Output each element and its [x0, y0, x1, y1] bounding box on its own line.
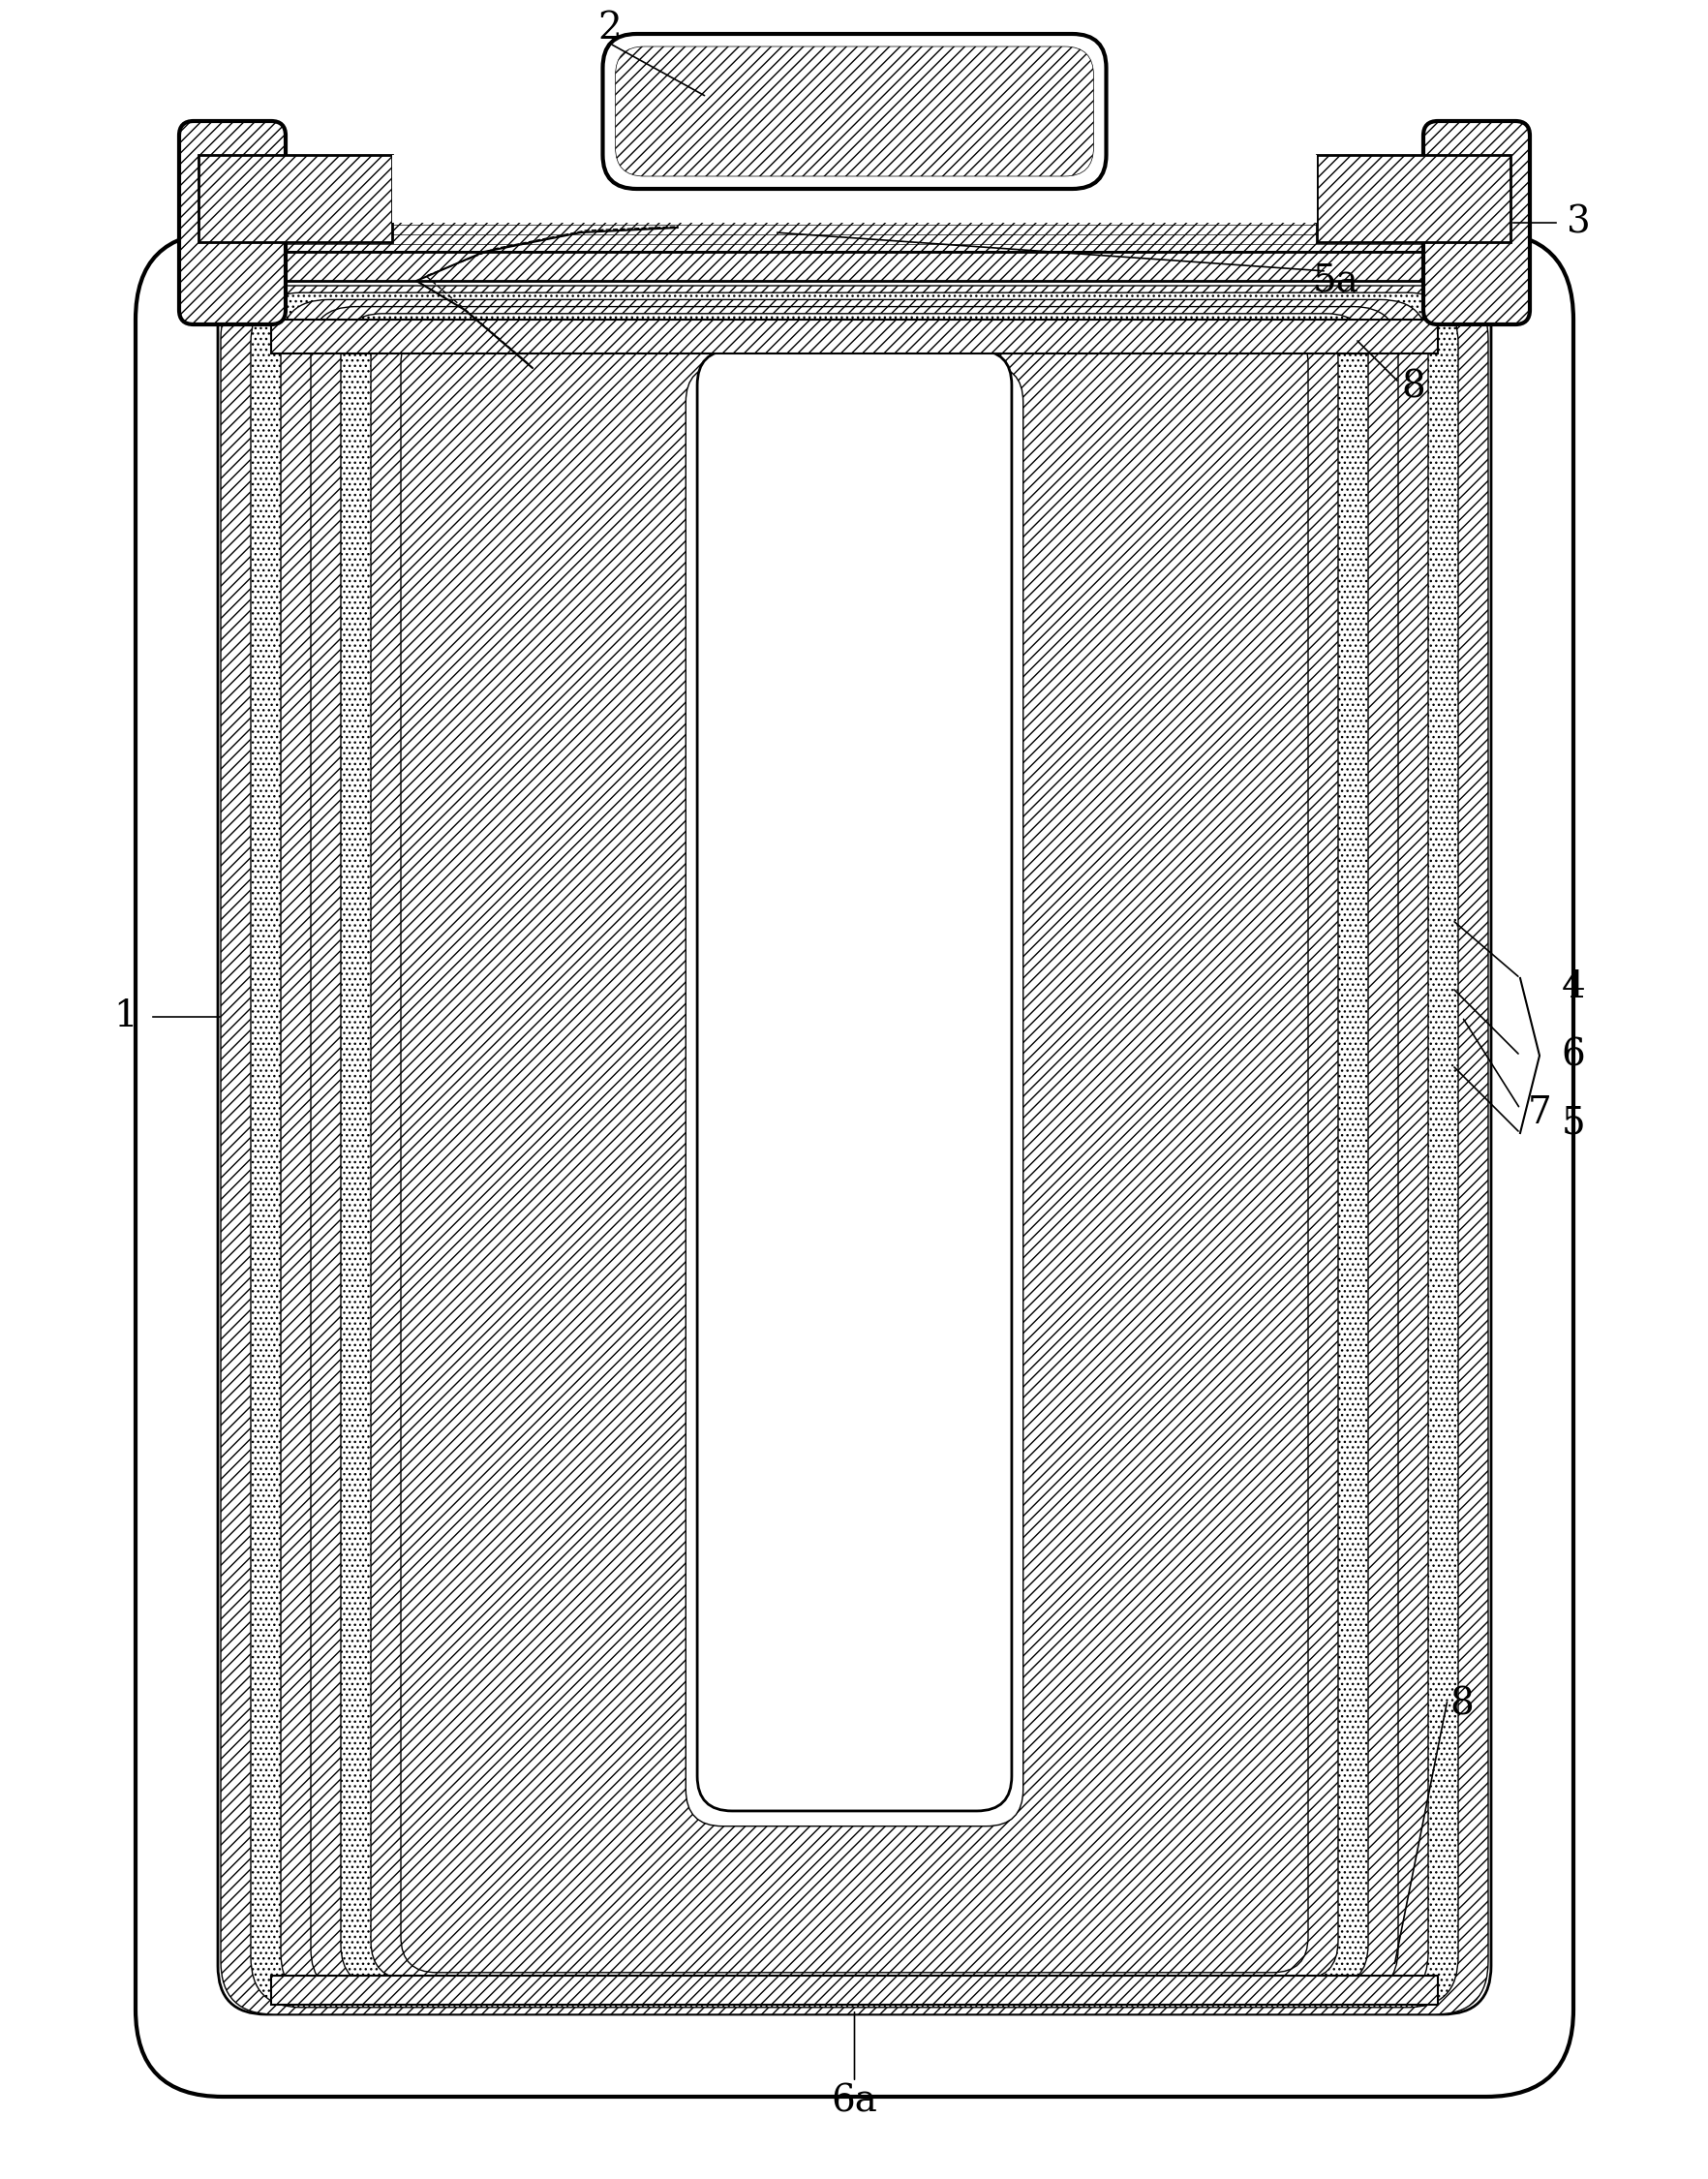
FancyBboxPatch shape	[640, 336, 1068, 1887]
Text: 5: 5	[1561, 1105, 1585, 1142]
FancyBboxPatch shape	[663, 351, 1045, 1857]
Bar	[1443, 390, 1483, 1922]
Bar	[272, 320, 1436, 353]
FancyBboxPatch shape	[401, 327, 1307, 1972]
Bar	[198, 155, 391, 242]
Text: 6: 6	[1561, 1037, 1585, 1074]
FancyBboxPatch shape	[217, 261, 1491, 2013]
FancyBboxPatch shape	[280, 301, 1428, 2000]
Text: 8: 8	[1401, 370, 1424, 405]
Bar	[208, 253, 1500, 281]
FancyBboxPatch shape	[629, 327, 1079, 1902]
FancyBboxPatch shape	[685, 366, 1023, 1826]
FancyBboxPatch shape	[251, 292, 1457, 2007]
Text: 4: 4	[1561, 970, 1585, 1007]
FancyBboxPatch shape	[617, 320, 1091, 1918]
FancyBboxPatch shape	[651, 342, 1057, 1872]
FancyBboxPatch shape	[340, 314, 1368, 1987]
FancyBboxPatch shape	[697, 351, 1011, 1811]
Bar	[309, 1974, 1416, 2013]
Bar	[227, 390, 266, 1922]
Bar	[1317, 155, 1510, 242]
Text: 2: 2	[598, 11, 622, 48]
FancyBboxPatch shape	[615, 46, 1093, 176]
FancyBboxPatch shape	[675, 357, 1033, 1841]
Text: 7: 7	[1527, 1096, 1551, 1131]
Bar	[391, 155, 1317, 222]
FancyBboxPatch shape	[603, 35, 1105, 190]
Text: 1: 1	[114, 998, 138, 1035]
Text: 8: 8	[1450, 1687, 1474, 1721]
FancyBboxPatch shape	[179, 122, 285, 325]
FancyBboxPatch shape	[371, 320, 1337, 1979]
Text: 3: 3	[1566, 205, 1590, 240]
Text: 5a: 5a	[1312, 264, 1358, 299]
FancyBboxPatch shape	[311, 307, 1397, 1994]
FancyBboxPatch shape	[135, 233, 1573, 2096]
Text: 6a: 6a	[830, 2083, 878, 2120]
Bar	[272, 1976, 1436, 2005]
Bar	[198, 198, 1510, 253]
FancyBboxPatch shape	[220, 285, 1488, 2013]
FancyBboxPatch shape	[1423, 122, 1529, 325]
